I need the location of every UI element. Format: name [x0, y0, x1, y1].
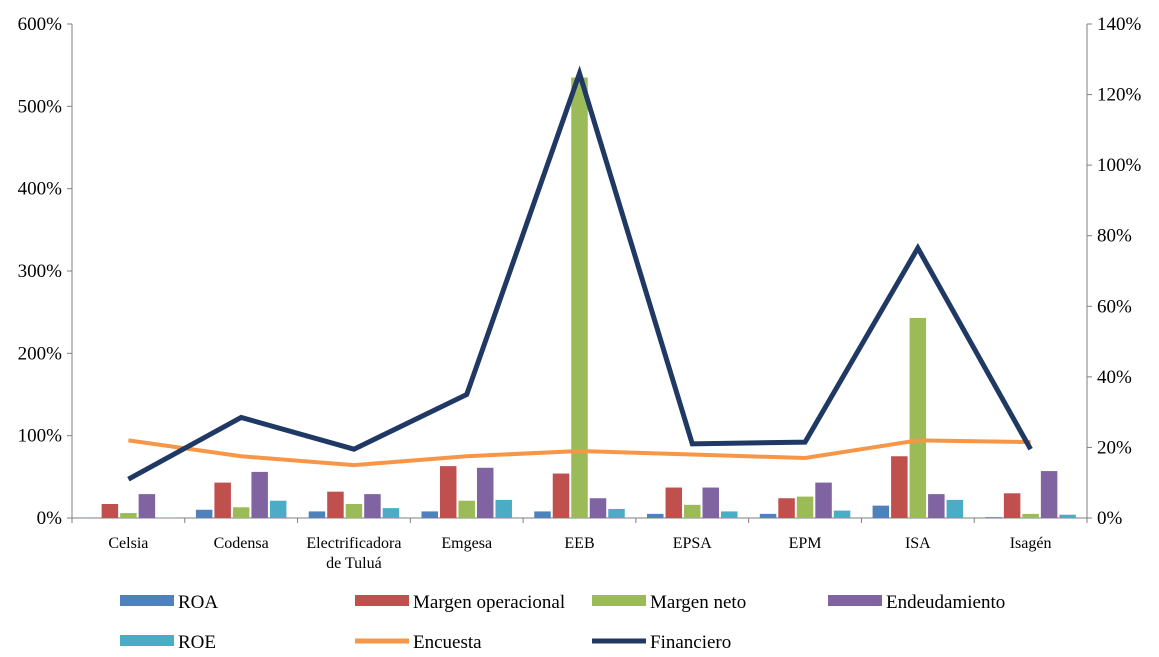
- x-tick-label-line: EPSA: [673, 535, 713, 552]
- bar: [946, 499, 964, 518]
- left-tick-label: 200%: [18, 343, 63, 364]
- legend-swatch: [355, 595, 409, 606]
- bar: [251, 471, 268, 518]
- right-tick-label: 140%: [1097, 14, 1142, 35]
- line-series-group: [127, 65, 1033, 482]
- bar: [421, 511, 438, 518]
- bar: [571, 77, 588, 519]
- x-tick-label-line: Emgesa: [441, 535, 492, 552]
- x-tick-label-line: Celsia: [108, 535, 148, 552]
- left-tick-label: 500%: [18, 96, 63, 117]
- x-tick-label-line: Electrificadora: [306, 535, 401, 552]
- bar: [327, 491, 344, 518]
- left-tick-label: 400%: [18, 179, 63, 200]
- bar: [702, 487, 720, 518]
- legend-swatch: [120, 595, 174, 606]
- legend-label: ROE: [178, 632, 216, 653]
- bar: [872, 505, 890, 518]
- bar: [1003, 493, 1021, 518]
- left-tick-label: 300%: [18, 261, 63, 282]
- left-tick-label: 100%: [18, 426, 63, 447]
- x-tick-label: Codensa: [214, 535, 269, 552]
- bar: [138, 494, 156, 518]
- legend-swatch: [592, 595, 646, 606]
- x-tick-label: Celsia: [108, 535, 148, 552]
- left-tick-label: 0%: [37, 508, 63, 529]
- bar: [759, 513, 777, 518]
- x-tick-label-line: EPM: [789, 535, 822, 552]
- bar: [985, 517, 1002, 518]
- bar: [214, 482, 231, 518]
- bar: [647, 513, 664, 518]
- bar: [476, 467, 494, 518]
- left-tick-label: 600%: [18, 14, 63, 35]
- bar: [1040, 471, 1058, 518]
- x-tick-label: EEB: [564, 535, 594, 552]
- bar: [458, 500, 475, 518]
- bar: [345, 504, 363, 518]
- chart-axes: 0% 100% 200% 300% 400% 500% 600% 0% 20% 40% 60% 80%…: [18, 14, 1142, 572]
- right-tick-label: 40%: [1097, 367, 1132, 388]
- bar-series-group: [83, 77, 1076, 519]
- x-tick-label: Isagén: [1010, 535, 1052, 552]
- right-tick-label: 80%: [1097, 226, 1132, 247]
- right-tick-label: 100%: [1097, 155, 1142, 176]
- bar: [928, 494, 945, 518]
- x-tick-label-line: ISA: [905, 535, 931, 552]
- bar: [308, 511, 326, 518]
- line-series: [128, 438, 1031, 468]
- legend-swatch: [828, 595, 882, 606]
- legend-swatch: [120, 635, 174, 646]
- x-tick-label: EPSA: [673, 535, 713, 552]
- right-tick-label: 120%: [1097, 85, 1142, 106]
- bar: [552, 473, 570, 518]
- bar: [534, 511, 551, 518]
- legend-label: Encuesta: [413, 632, 482, 653]
- bar: [778, 498, 795, 518]
- bar: [665, 487, 683, 518]
- x-tick-label-line: de Tuluá: [326, 555, 382, 572]
- bar: [796, 496, 814, 518]
- bar: [232, 507, 250, 518]
- bar: [833, 510, 851, 518]
- x-tick-label: Emgesa: [441, 535, 492, 552]
- bar: [909, 317, 927, 518]
- x-tick-label: Electrificadora de Tuluá: [306, 535, 401, 572]
- bar: [364, 494, 381, 518]
- bar: [120, 513, 137, 518]
- bar: [721, 511, 738, 518]
- right-tick-label: 20%: [1097, 437, 1132, 458]
- x-tick-label-line: Codensa: [214, 535, 269, 552]
- bar: [439, 466, 457, 518]
- bar: [815, 482, 832, 518]
- x-tick-label: EPM: [789, 535, 822, 552]
- x-tick-label: ISA: [905, 535, 931, 552]
- bar: [684, 504, 701, 518]
- legend-label: ROA: [178, 592, 218, 613]
- bar: [891, 456, 908, 518]
- bar: [1022, 513, 1039, 518]
- bar: [589, 498, 607, 518]
- legend: ROA Margen operacional Margen neto Endeudam…: [120, 592, 1005, 653]
- x-tick-label-line: EEB: [564, 535, 594, 552]
- bar: [195, 509, 213, 518]
- legend-label: Margen operacional: [413, 592, 565, 613]
- x-tick-label-line: Isagén: [1010, 535, 1052, 552]
- legend-label: Endeudamiento: [886, 592, 1005, 613]
- bar: [101, 504, 119, 518]
- bar: [608, 508, 625, 518]
- legend-label: Margen neto: [650, 592, 746, 613]
- bar: [269, 500, 287, 518]
- legend-label: Financiero: [650, 632, 731, 653]
- bar: [382, 508, 400, 518]
- right-tick-label: 60%: [1097, 296, 1132, 317]
- bar: [495, 499, 512, 518]
- line-series: [127, 65, 1033, 482]
- bar: [1059, 514, 1076, 518]
- right-tick-label: 0%: [1097, 508, 1123, 529]
